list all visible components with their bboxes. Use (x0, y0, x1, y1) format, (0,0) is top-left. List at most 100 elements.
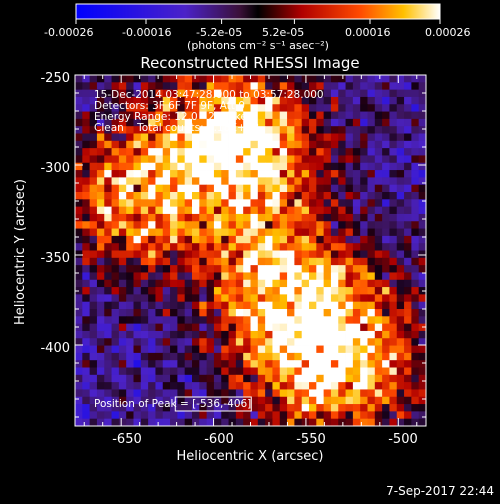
heatmap-cell (96, 104, 105, 112)
heatmap-cell (192, 352, 200, 361)
heatmap-cell (192, 287, 200, 295)
heatmap-cell (360, 309, 368, 317)
heatmap-cell (148, 316, 156, 325)
heatmap-cell (228, 360, 237, 368)
heatmap-cell (287, 199, 295, 208)
heatmap-cell (170, 118, 178, 127)
heatmap-cell (265, 111, 273, 120)
heatmap-cell (404, 374, 412, 383)
heatmap-cell (294, 418, 303, 426)
heatmap-cell (382, 118, 390, 127)
heatmap-cell (272, 199, 281, 208)
heatmap-cell (404, 316, 412, 325)
heatmap-cell (89, 170, 98, 178)
heatmap-cell (360, 89, 368, 98)
heatmap-cell (126, 294, 134, 303)
heatmap-cell (111, 250, 120, 259)
heatmap-cell (411, 279, 420, 288)
heatmap-cell (96, 323, 105, 332)
heatmap-cell (96, 352, 105, 361)
heatmap-cell (374, 192, 383, 200)
heatmap-cell (404, 170, 412, 178)
heatmap-cell (323, 382, 332, 390)
heatmap-cell (367, 199, 376, 208)
heatmap-cell (396, 228, 405, 237)
heatmap-cell (170, 155, 178, 164)
heatmap-cell (221, 221, 229, 229)
heatmap-cell (279, 133, 288, 142)
heatmap-cell (418, 118, 426, 127)
heatmap-cell (192, 389, 200, 398)
heatmap-cell (367, 243, 376, 251)
heatmap-cell (382, 323, 390, 332)
heatmap-cell (170, 323, 178, 332)
heatmap-cell (155, 265, 164, 273)
heatmap-cell (104, 360, 112, 368)
heatmap-cell (411, 133, 420, 142)
heatmap-cell (374, 206, 383, 215)
heatmap-cell (257, 111, 266, 120)
heatmap-cell (389, 367, 398, 376)
heatmap-cell (126, 126, 134, 134)
heatmap-cell (243, 111, 251, 120)
heatmap-cell (352, 316, 361, 325)
heatmap-cell (192, 148, 200, 156)
heatmap-cell (294, 206, 303, 215)
heatmap-cell (360, 287, 368, 295)
heatmap-cell (213, 192, 222, 200)
heatmap-cell (221, 374, 229, 383)
heatmap-cell (404, 360, 412, 368)
heatmap-cell (155, 294, 164, 303)
heatmap-cell (250, 330, 259, 339)
heatmap-cell (133, 140, 142, 149)
heatmap-cell (192, 82, 200, 91)
heatmap-cell (170, 162, 178, 171)
heatmap-cell (96, 367, 105, 376)
heatmap-cell (82, 352, 91, 361)
heatmap-cell (309, 411, 317, 420)
heatmap-cell (177, 170, 186, 178)
heatmap-cell (374, 111, 383, 120)
heatmap-cell (111, 265, 120, 273)
heatmap-cell (338, 352, 346, 361)
heatmap-cell (316, 177, 325, 186)
heatmap-cell (235, 118, 244, 127)
heatmap-cell (228, 330, 237, 339)
heatmap-cell (148, 389, 156, 398)
heatmap-cell (75, 192, 83, 200)
heatmap-cell (257, 155, 266, 164)
heatmap-cell (250, 323, 259, 332)
heatmap-cell (89, 250, 98, 259)
heatmap-cell (265, 199, 273, 208)
heatmap-cell (272, 396, 281, 405)
heatmap-cell (243, 309, 251, 317)
heatmap-cell (243, 148, 251, 156)
heatmap-cell (82, 396, 91, 405)
heatmap-cell (294, 148, 303, 156)
heatmap-cell (221, 352, 229, 361)
heatmap-cell (338, 82, 346, 91)
heatmap-cell (228, 301, 237, 310)
heatmap-cell (404, 199, 412, 208)
heatmap-cell (199, 126, 208, 134)
heatmap-cell (396, 213, 405, 222)
heatmap-cell (111, 111, 120, 120)
heatmap-cell (352, 272, 361, 281)
heatmap-cell (396, 330, 405, 339)
heatmap-cell (389, 184, 398, 193)
heatmap-cell (374, 162, 383, 171)
heatmap-cell (272, 235, 281, 244)
heatmap-cell (418, 82, 426, 91)
heatmap-cell (243, 243, 251, 251)
heatmap-cell (287, 126, 295, 134)
heatmap-cell (148, 126, 156, 134)
heatmap-cell (221, 184, 229, 193)
heatmap-cell (75, 257, 83, 266)
heatmap-cell (265, 170, 273, 178)
heatmap-cell (330, 177, 339, 186)
heatmap-cell (111, 199, 120, 208)
heatmap-cell (118, 287, 127, 295)
heatmap-cell (345, 192, 354, 200)
heatmap-cell (323, 309, 332, 317)
heatmap-cell (396, 177, 405, 186)
